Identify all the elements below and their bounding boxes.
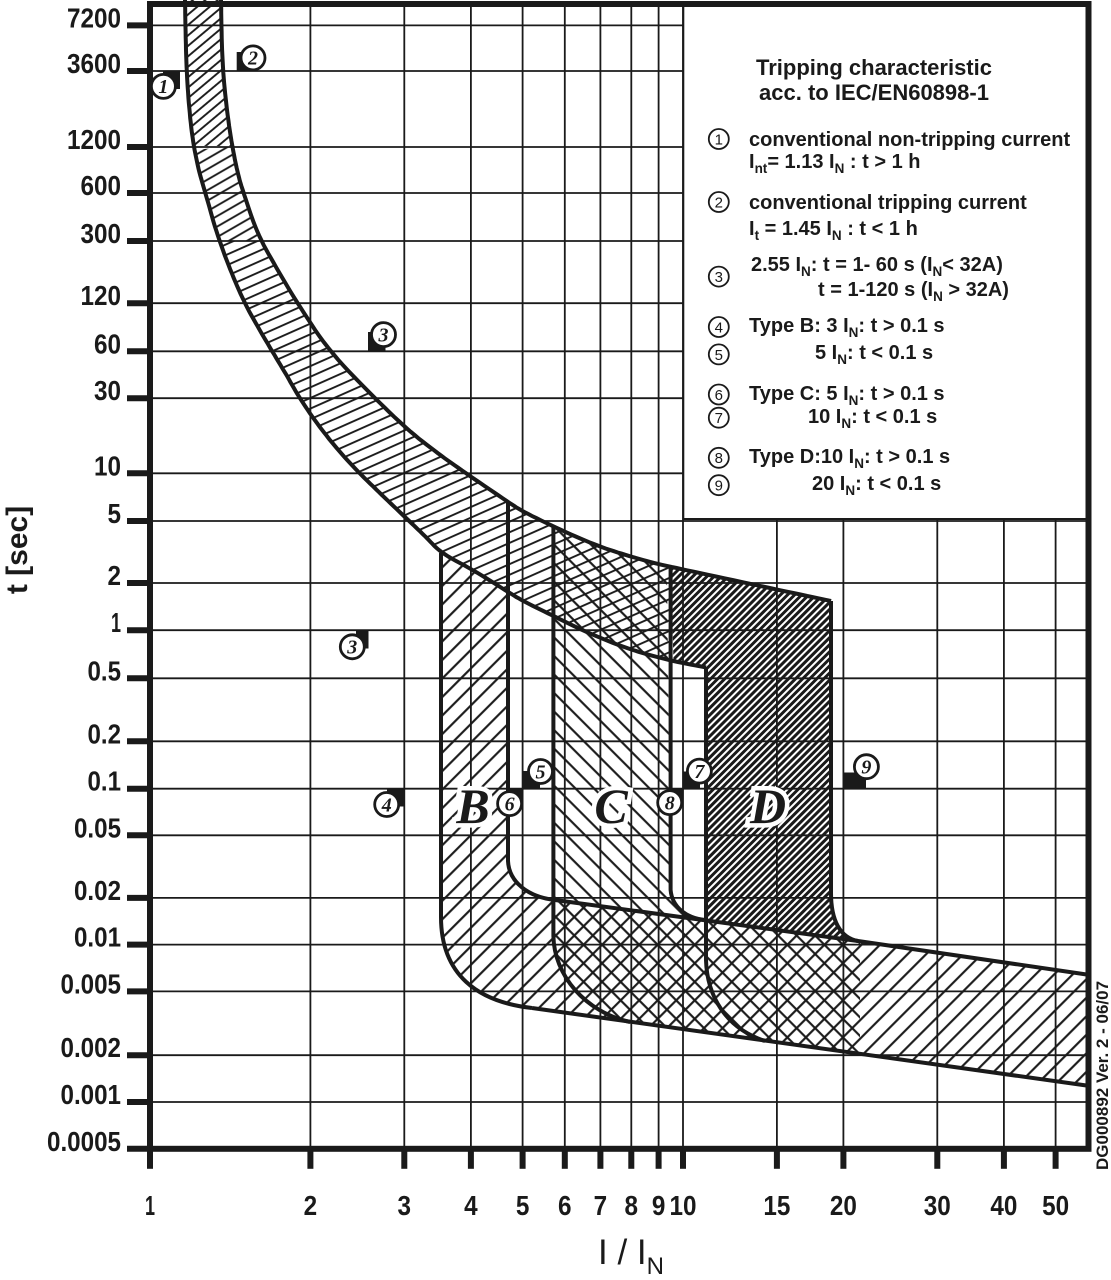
svg-text:2: 2 (247, 48, 258, 70)
svg-text:5: 5 (536, 761, 546, 783)
svg-text:10: 10 (94, 450, 121, 481)
svg-text:4: 4 (464, 1190, 478, 1221)
svg-text:0.02: 0.02 (74, 875, 121, 906)
svg-text:5: 5 (108, 498, 122, 529)
svg-text:3: 3 (398, 1190, 412, 1221)
svg-text:acc. to IEC/EN60898-1: acc. to IEC/EN60898-1 (759, 80, 989, 105)
svg-text:0.1: 0.1 (88, 766, 122, 797)
svg-text:6: 6 (505, 793, 515, 815)
svg-text:10 IN: t < 0.1 s: 10 IN: t < 0.1 s (808, 406, 937, 431)
svg-text:5: 5 (715, 347, 723, 364)
svg-text:5 IN: t < 0.1 s: 5 IN: t < 0.1 s (815, 342, 933, 367)
svg-text:B: B (455, 778, 489, 834)
svg-text:t = 1-120 s (IN > 32A): t = 1-120 s (IN > 32A) (818, 279, 1009, 304)
svg-text:50: 50 (1042, 1190, 1069, 1221)
svg-text:3: 3 (346, 637, 357, 659)
svg-text:9: 9 (715, 478, 723, 495)
svg-text:1: 1 (158, 76, 168, 98)
svg-text:1: 1 (145, 1190, 155, 1221)
svg-text:30: 30 (94, 375, 121, 406)
svg-text:1: 1 (715, 131, 723, 148)
svg-text:7: 7 (715, 410, 723, 427)
svg-text:60: 60 (94, 328, 121, 359)
svg-text:0.01: 0.01 (74, 922, 121, 953)
svg-text:8: 8 (665, 792, 675, 814)
svg-text:0.002: 0.002 (61, 1032, 122, 1063)
svg-text:3600: 3600 (67, 48, 121, 79)
svg-text:Type B: 3 IN: t > 0.1 s: Type B: 3 IN: t > 0.1 s (749, 315, 945, 340)
svg-text:0.2: 0.2 (88, 718, 122, 749)
svg-text:Type D:10 IN: t > 0.1 s: Type D:10 IN: t > 0.1 s (749, 446, 950, 471)
svg-text:t [sec]: t [sec] (1, 506, 34, 594)
svg-text:0.5: 0.5 (88, 655, 122, 686)
svg-text:300: 300 (81, 218, 122, 249)
svg-text:6: 6 (558, 1190, 572, 1221)
svg-text:0.0005: 0.0005 (47, 1126, 121, 1157)
svg-text:D: D (749, 778, 786, 834)
svg-text:4: 4 (381, 794, 392, 816)
svg-text:3: 3 (378, 324, 389, 346)
svg-text:4: 4 (715, 319, 723, 336)
svg-text:C: C (594, 778, 628, 834)
svg-text:0.05: 0.05 (74, 812, 121, 843)
svg-text:3: 3 (715, 269, 723, 286)
svg-text:Type C: 5 IN: t > 0.1 s: Type C: 5 IN: t > 0.1 s (749, 383, 945, 408)
svg-text:2: 2 (715, 194, 723, 211)
svg-text:120: 120 (81, 280, 122, 311)
svg-text:0.005: 0.005 (61, 968, 122, 999)
svg-text:Tripping characteristic: Tripping characteristic (756, 55, 992, 80)
svg-text:8: 8 (625, 1190, 639, 1221)
svg-text:9: 9 (861, 757, 871, 779)
svg-text:30: 30 (924, 1190, 951, 1221)
svg-text:20 IN: t < 0.1 s: 20 IN: t < 0.1 s (812, 473, 941, 498)
svg-text:DG000892 Ver. 2 - 06/07: DG000892 Ver. 2 - 06/07 (1093, 981, 1111, 1170)
svg-text:5: 5 (516, 1190, 530, 1221)
svg-text:20: 20 (830, 1190, 857, 1221)
svg-text:8: 8 (715, 450, 723, 467)
svg-text:1: 1 (111, 607, 121, 638)
svg-text:1200: 1200 (67, 124, 121, 155)
svg-text:conventional non-tripping curr: conventional non-tripping current (749, 129, 1070, 151)
svg-text:2: 2 (304, 1190, 318, 1221)
svg-text:40: 40 (990, 1190, 1017, 1221)
svg-text:conventional tripping current: conventional tripping current (749, 192, 1027, 214)
svg-text:9: 9 (652, 1190, 666, 1221)
svg-text:2: 2 (108, 560, 122, 591)
svg-text:6: 6 (715, 387, 723, 404)
svg-text:10: 10 (670, 1190, 697, 1221)
svg-text:Int= 1.13 IN : t > 1 h: Int= 1.13 IN : t > 1 h (749, 151, 920, 176)
svg-text:7: 7 (694, 761, 705, 783)
svg-text:2.55 IN: t = 1- 60 s (IN< 32A): 2.55 IN: t = 1- 60 s (IN< 32A) (751, 254, 1003, 279)
svg-text:15: 15 (763, 1190, 790, 1221)
svg-text:0.001: 0.001 (61, 1079, 122, 1110)
svg-text:600: 600 (81, 170, 122, 201)
svg-text:7: 7 (594, 1190, 608, 1221)
svg-text:7200: 7200 (67, 2, 121, 33)
